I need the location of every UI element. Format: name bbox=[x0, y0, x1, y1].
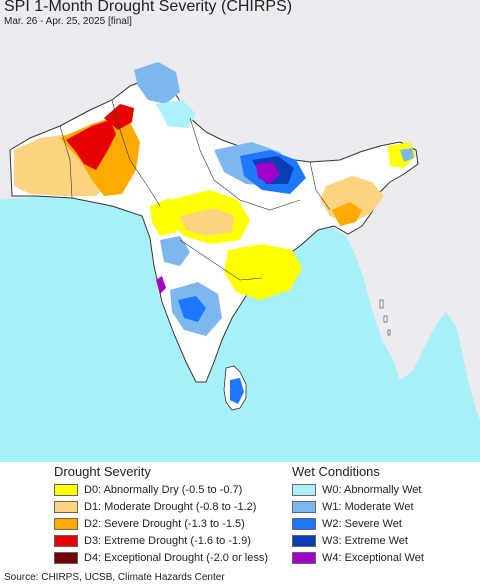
admin-boundaries bbox=[59, 99, 331, 281]
source-credit: Source: CHIRPS, UCSB, Climate Hazards Ce… bbox=[4, 572, 225, 583]
w4-exceptional-wet bbox=[256, 162, 280, 184]
d0-dry-deccan bbox=[224, 244, 302, 300]
ocean bbox=[0, 196, 480, 462]
legend-item-d1: D1: Moderate Drought (-0.8 to -1.2) bbox=[54, 499, 256, 515]
d3-extreme-drought-north bbox=[104, 104, 134, 130]
swatch-d4 bbox=[54, 552, 78, 564]
swatch-d3 bbox=[54, 535, 78, 547]
swatch-w4 bbox=[292, 552, 316, 564]
legend-item-d3: D3: Extreme Drought (-1.6 to -1.9) bbox=[54, 533, 251, 549]
w0-abnormally-wet-north bbox=[156, 100, 196, 128]
legend-item-w2: W2: Severe Wet bbox=[292, 516, 402, 532]
swatch-w0 bbox=[292, 484, 316, 496]
swatch-w2 bbox=[292, 518, 316, 530]
w2-severe-wet-sri-lanka bbox=[230, 378, 244, 404]
map-subtitle: Mar. 26 - Apr. 25, 2025 [final] bbox=[4, 16, 132, 27]
w2-severe-wet-south bbox=[178, 296, 206, 322]
swatch-w1 bbox=[292, 501, 316, 513]
legend-item-w1: W1: Moderate Wet bbox=[292, 499, 414, 515]
swatch-d2 bbox=[54, 518, 78, 530]
legend: Drought Severity Wet Conditions D0: Abno… bbox=[0, 462, 480, 570]
d1-moderate-drought-central bbox=[180, 208, 234, 236]
drought-map bbox=[0, 0, 480, 462]
w1-moderate-wet-northeast bbox=[400, 148, 414, 162]
andaman-islands bbox=[379, 299, 391, 336]
legend-item-w4: W4: Exceptional Wet bbox=[292, 550, 424, 566]
swatch-d0 bbox=[54, 484, 78, 496]
legend-item-w3: W3: Extreme Wet bbox=[292, 533, 408, 549]
legend-item-w0: W0: Abnormally Wet bbox=[292, 482, 421, 498]
w4-exceptional-wet-west-coast bbox=[156, 276, 166, 294]
swatch-w3 bbox=[292, 535, 316, 547]
wet-conditions-title: Wet Conditions bbox=[292, 464, 380, 479]
d2-severe-drought-east bbox=[332, 202, 362, 226]
w1-moderate-wet-north bbox=[134, 62, 180, 104]
d0-dry-west bbox=[150, 198, 182, 236]
map-title: SPI 1-Month Drought Severity (CHIRPS) bbox=[4, 0, 293, 15]
drought-severity-title: Drought Severity bbox=[54, 464, 151, 479]
legend-item-d2: D2: Severe Drought (-1.3 to -1.5) bbox=[54, 516, 245, 532]
d3-extreme-drought bbox=[66, 120, 116, 170]
legend-item-d4: D4: Exceptional Drought (-2.0 or less) bbox=[54, 550, 268, 566]
w1-moderate-wet-deccan bbox=[160, 236, 190, 266]
legend-item-d0: D0: Abnormally Dry (-0.5 to -0.7) bbox=[54, 482, 242, 498]
swatch-d1 bbox=[54, 501, 78, 513]
